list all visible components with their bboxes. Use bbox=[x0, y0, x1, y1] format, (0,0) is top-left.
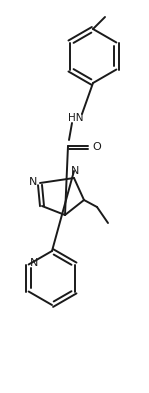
Text: O: O bbox=[93, 142, 101, 152]
Text: N: N bbox=[71, 166, 79, 176]
Text: HN: HN bbox=[68, 113, 84, 123]
Text: N: N bbox=[29, 177, 37, 187]
Text: N: N bbox=[30, 259, 38, 268]
